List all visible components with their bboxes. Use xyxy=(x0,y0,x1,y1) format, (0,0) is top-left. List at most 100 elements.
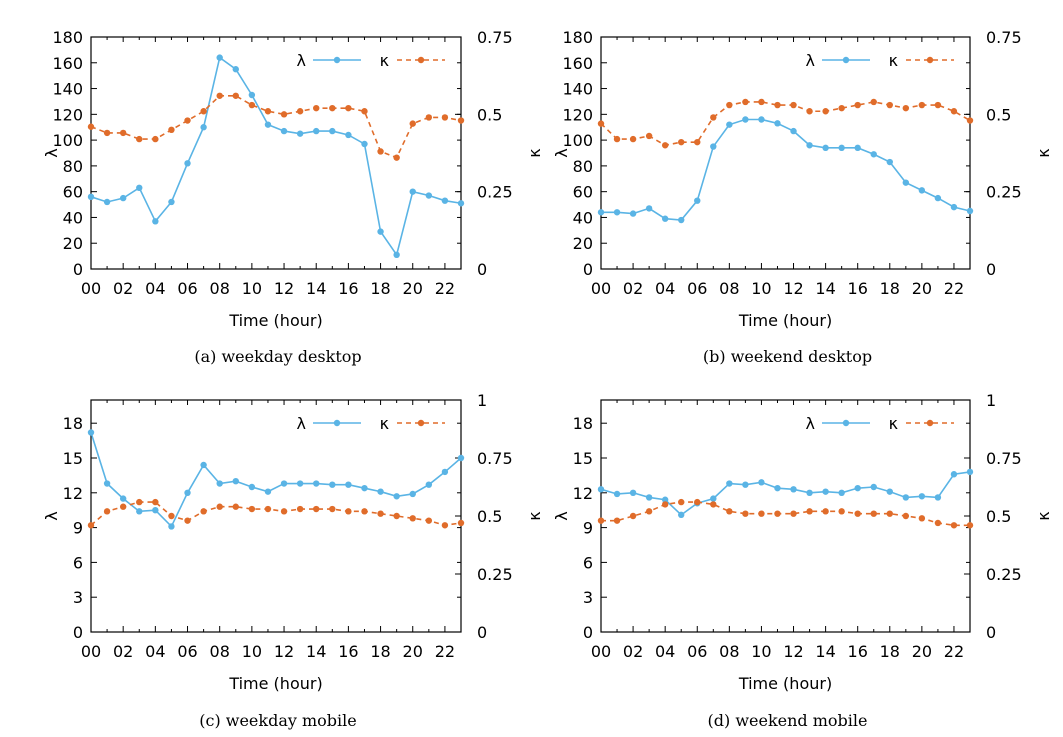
x-axis-label: Time (hour) xyxy=(228,311,322,330)
x-tick-label: 00 xyxy=(591,279,611,298)
lambda-point-21 xyxy=(425,481,433,488)
lambda-point-13 xyxy=(806,142,813,149)
lambda-point-11 xyxy=(774,120,781,127)
kappa-point-17 xyxy=(361,508,368,515)
kappa-point-18 xyxy=(377,510,384,517)
kappa-point-23 xyxy=(966,117,974,124)
x-tick-label: 16 xyxy=(848,642,868,661)
kappa-point-6 xyxy=(184,117,191,124)
x-tick-label: 14 xyxy=(815,642,835,661)
legend-kappa-label: κ xyxy=(380,414,390,433)
lambda-series-line xyxy=(90,56,462,257)
x-tick-label: 12 xyxy=(274,642,294,661)
x-tick-label: 04 xyxy=(655,642,675,661)
kappa-point-11 xyxy=(264,108,272,115)
kappa-point-15 xyxy=(329,104,336,112)
lambda-series-line xyxy=(601,118,971,221)
y-tick-label: 160 xyxy=(562,54,593,73)
kappa-point-7 xyxy=(710,501,717,508)
lambda-point-0 xyxy=(597,486,605,493)
kappa-point-7 xyxy=(200,508,207,515)
kappa-point-23 xyxy=(457,117,465,124)
y-axis-label: λ xyxy=(552,511,571,520)
lambda-point-6 xyxy=(184,160,191,167)
y-tick-label: 9 xyxy=(73,519,83,538)
y2-tick-label: 1 xyxy=(477,391,487,410)
lambda-point-22 xyxy=(441,197,449,204)
lambda-point-8 xyxy=(216,480,223,487)
y-tick-label: 180 xyxy=(52,28,83,47)
lambda-point-4 xyxy=(152,507,159,514)
x-tick-label: 08 xyxy=(210,279,230,298)
x-tick-label: 00 xyxy=(81,279,101,298)
x-tick-label: 14 xyxy=(815,279,835,298)
lambda-point-10 xyxy=(758,116,765,123)
lambda-point-12 xyxy=(790,127,797,135)
kappa-point-16 xyxy=(854,101,861,109)
lambda-point-12 xyxy=(280,127,288,135)
kappa-point-3 xyxy=(645,132,653,140)
y-tick-label: 3 xyxy=(73,588,83,607)
kappa-point-10 xyxy=(758,510,765,517)
kappa-point-21 xyxy=(425,114,433,121)
kappa-point-14 xyxy=(313,104,320,112)
kappa-point-8 xyxy=(726,101,733,109)
y-tick-label: 6 xyxy=(583,553,593,572)
kappa-point-16 xyxy=(345,104,352,112)
kappa-point-11 xyxy=(264,505,272,513)
lambda-point-22 xyxy=(950,203,958,211)
lambda-point-11 xyxy=(264,488,272,495)
plot-frame xyxy=(90,399,462,633)
kappa-point-1 xyxy=(613,135,621,143)
y-tick-label: 120 xyxy=(562,105,593,124)
y2-axis-label: κ xyxy=(525,148,544,158)
kappa-point-0 xyxy=(87,522,95,529)
kappa-series-line xyxy=(90,501,462,527)
kappa-point-5 xyxy=(678,138,685,146)
y2-tick-label: 0.75 xyxy=(477,28,513,47)
x-tick-label: 20 xyxy=(912,279,932,298)
kappa-point-17 xyxy=(870,510,877,517)
lambda-point-15 xyxy=(329,481,336,488)
kappa-series-line xyxy=(601,501,970,527)
y2-tick-label: 0 xyxy=(477,260,487,279)
lambda-point-13 xyxy=(296,130,304,137)
lambda-point-18 xyxy=(886,488,893,495)
legend-lambda-label: λ xyxy=(297,414,306,433)
kappa-point-22 xyxy=(441,522,449,529)
kappa-point-10 xyxy=(248,505,256,513)
lambda-point-2 xyxy=(119,495,127,502)
panel-caption: (c) weekday mobile xyxy=(199,711,357,730)
legend-lambda-marker xyxy=(842,419,850,427)
x-tick-label: 10 xyxy=(242,279,262,298)
x-tick-label: 18 xyxy=(370,279,390,298)
lambda-point-15 xyxy=(838,489,845,496)
x-tick-label: 04 xyxy=(145,279,165,298)
y2-tick-label: 0.5 xyxy=(986,105,1011,124)
x-tick-label: 02 xyxy=(623,279,643,298)
legend-lambda-label: λ xyxy=(806,51,815,70)
lambda-point-19 xyxy=(393,493,400,500)
lambda-point-23 xyxy=(966,468,974,476)
legend-lambda-label: λ xyxy=(297,51,306,70)
kappa-point-9 xyxy=(742,98,749,106)
kappa-point-9 xyxy=(232,503,239,510)
x-tick-label: 16 xyxy=(338,642,358,661)
y-tick-label: 60 xyxy=(63,183,83,202)
lambda-point-3 xyxy=(136,184,143,191)
y-tick-label: 60 xyxy=(573,183,593,202)
x-axis-label: Time (hour) xyxy=(738,311,832,330)
x-tick-label: 06 xyxy=(177,642,197,661)
lambda-point-3 xyxy=(136,508,143,515)
lambda-point-9 xyxy=(232,66,239,73)
y-tick-label: 100 xyxy=(52,131,83,150)
lambda-point-17 xyxy=(870,483,877,491)
lambda-point-0 xyxy=(87,429,95,436)
y-tick-label: 160 xyxy=(52,54,83,73)
lambda-point-7 xyxy=(710,495,717,502)
kappa-point-14 xyxy=(822,508,829,515)
kappa-point-5 xyxy=(168,126,175,133)
x-tick-label: 02 xyxy=(623,642,643,661)
legend-kappa-label: κ xyxy=(380,51,390,70)
lambda-point-22 xyxy=(950,471,958,478)
